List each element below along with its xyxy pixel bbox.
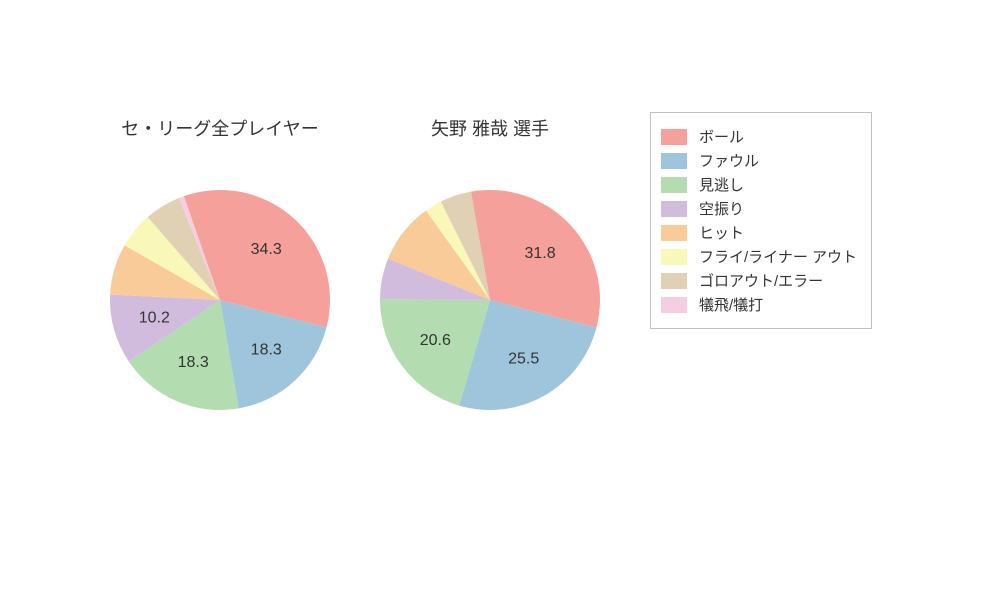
legend-item-ball: ボール xyxy=(661,126,857,147)
legend-label-groundout: ゴロアウト/エラー xyxy=(699,270,823,291)
legend-swatch-swing xyxy=(661,201,687,217)
legend-item-foul: ファウル xyxy=(661,150,857,171)
slice-label-player-looking: 20.6 xyxy=(420,332,451,349)
slice-label-league-foul: 18.3 xyxy=(251,341,282,358)
slice-label-league-ball: 34.3 xyxy=(251,241,282,258)
legend-swatch-sac xyxy=(661,297,687,313)
slice-label-league-looking: 18.3 xyxy=(178,354,209,371)
pie-player: 31.8 25.5 20.6 xyxy=(380,190,600,410)
legend-item-hit: ヒット xyxy=(661,222,857,243)
pie-title-league: セ・リーグ全プレイヤー xyxy=(90,115,350,141)
legend-label-hit: ヒット xyxy=(699,222,744,243)
legend-item-sac: 犠飛/犠打 xyxy=(661,294,857,315)
legend-item-flyout: フライ/ライナー アウト xyxy=(661,246,857,267)
legend-label-flyout: フライ/ライナー アウト xyxy=(699,246,857,267)
legend: ボールファウル見逃し空振りヒットフライ/ライナー アウトゴロアウト/エラー犠飛/… xyxy=(650,112,872,329)
slice-label-league-swing: 10.2 xyxy=(139,309,170,326)
legend-label-swing: 空振り xyxy=(699,198,744,219)
legend-swatch-looking xyxy=(661,177,687,193)
legend-item-groundout: ゴロアウト/エラー xyxy=(661,270,857,291)
legend-swatch-flyout xyxy=(661,249,687,265)
legend-swatch-hit xyxy=(661,225,687,241)
legend-label-looking: 見逃し xyxy=(699,174,744,195)
legend-swatch-ball xyxy=(661,129,687,145)
slice-label-player-ball: 31.8 xyxy=(525,245,556,262)
legend-swatch-groundout xyxy=(661,273,687,289)
legend-swatch-foul xyxy=(661,153,687,169)
legend-label-sac: 犠飛/犠打 xyxy=(699,294,763,315)
legend-label-foul: ファウル xyxy=(699,150,759,171)
legend-label-ball: ボール xyxy=(699,126,744,147)
legend-item-looking: 見逃し xyxy=(661,174,857,195)
legend-item-swing: 空振り xyxy=(661,198,857,219)
pie-league: 34.3 18.3 18.3 10.2 xyxy=(110,190,330,410)
slice-label-player-foul: 25.5 xyxy=(508,351,539,368)
pie-title-player: 矢野 雅哉 選手 xyxy=(360,115,620,141)
chart-stage: セ・リーグ全プレイヤー 34.3 18.3 18.3 10.2 矢野 雅哉 選手 31.8 2… xyxy=(0,0,1000,600)
